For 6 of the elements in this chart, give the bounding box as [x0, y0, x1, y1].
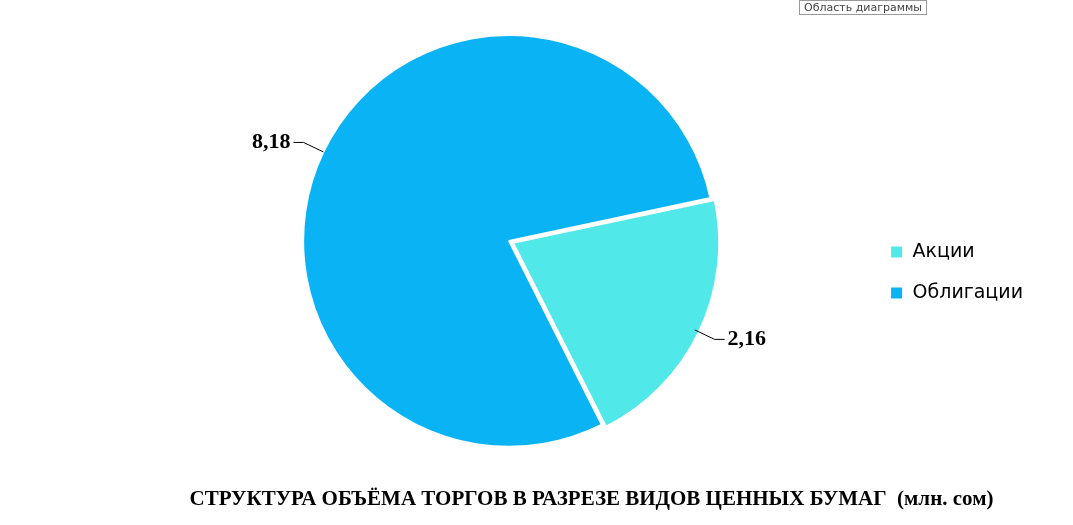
data-label: 2,16 — [727, 325, 767, 351]
data-label: 8,18 — [252, 128, 291, 154]
text: Область диаграммы — [799, 0, 927, 15]
legend-label: Облигации — [912, 279, 1023, 302]
text: СТРУКТУРА ОБЪЁМА ТОРГОВ В РАЗРЕЗЕ ВИДОВ ЦЕННЫХ БУМАГ (млн. сом) — [189, 485, 994, 510]
legend-label: Акции — [912, 238, 975, 261]
